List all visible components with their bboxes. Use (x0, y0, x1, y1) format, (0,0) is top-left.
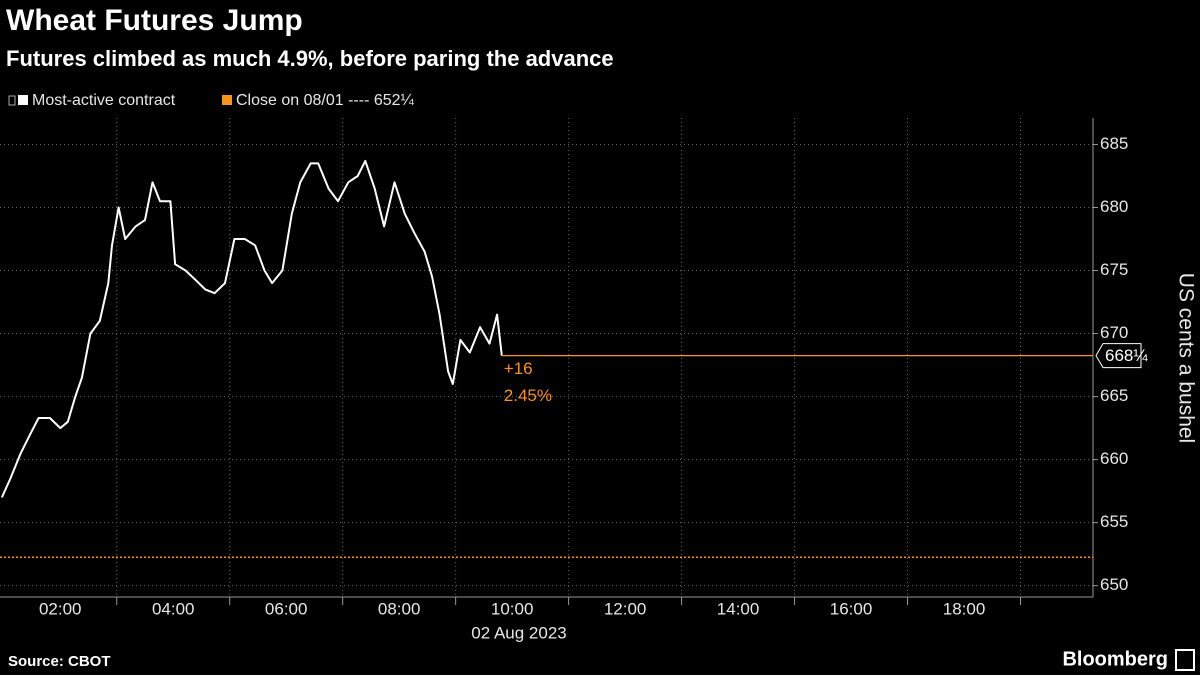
legend-label: Close on 08/01 ---- 652¼ (236, 92, 415, 109)
source: Source: CBOT (8, 653, 111, 670)
brand: Bloomberg (1062, 648, 1168, 670)
legend-swatch (222, 95, 232, 105)
x-tick-label: 06:00 (265, 599, 308, 618)
x-tick-label: 18:00 (943, 599, 986, 618)
x-tick-label: 12:00 (604, 599, 647, 618)
last-value-label: 668¼ (1105, 346, 1148, 365)
chart-subtitle: Futures climbed as much 4.9%, before par… (6, 46, 614, 71)
y-tick-label: 660 (1100, 449, 1128, 468)
annotation: +16 (504, 359, 533, 378)
y-axis-label: US cents a bushel (1174, 273, 1197, 443)
legend-label: Most-active contract (32, 92, 176, 109)
x-axis-label: 02 Aug 2023 (471, 623, 566, 642)
y-tick-label: 670 (1100, 323, 1128, 342)
chart-title: Wheat Futures Jump (6, 4, 303, 37)
last-value-box (1095, 343, 1142, 369)
y-tick-label: 655 (1100, 512, 1128, 531)
legend: Most-active contract Close on 08/01 ----… (8, 92, 415, 109)
x-tick-label: 10:00 (491, 599, 534, 618)
line (0, 159, 503, 498)
y-tick-label: 650 (1100, 575, 1128, 594)
x-tick-label: 16:00 (830, 599, 873, 618)
legend-icon (8, 95, 16, 106)
y-tick-label: 685 (1100, 134, 1128, 153)
y-tick-label: 665 (1100, 386, 1128, 405)
y-tick-label: 675 (1100, 260, 1128, 279)
y-tick-label: 680 (1100, 197, 1128, 216)
x-tick-label: 14:00 (717, 599, 760, 618)
x-tick-label: 04:00 (152, 599, 195, 618)
x-tick-label: 08:00 (378, 599, 421, 618)
x-tick-label: 02:00 (39, 599, 82, 618)
legend-swatch (18, 95, 28, 105)
annotation: 2.45% (504, 386, 552, 405)
brand-icon (1175, 649, 1195, 671)
